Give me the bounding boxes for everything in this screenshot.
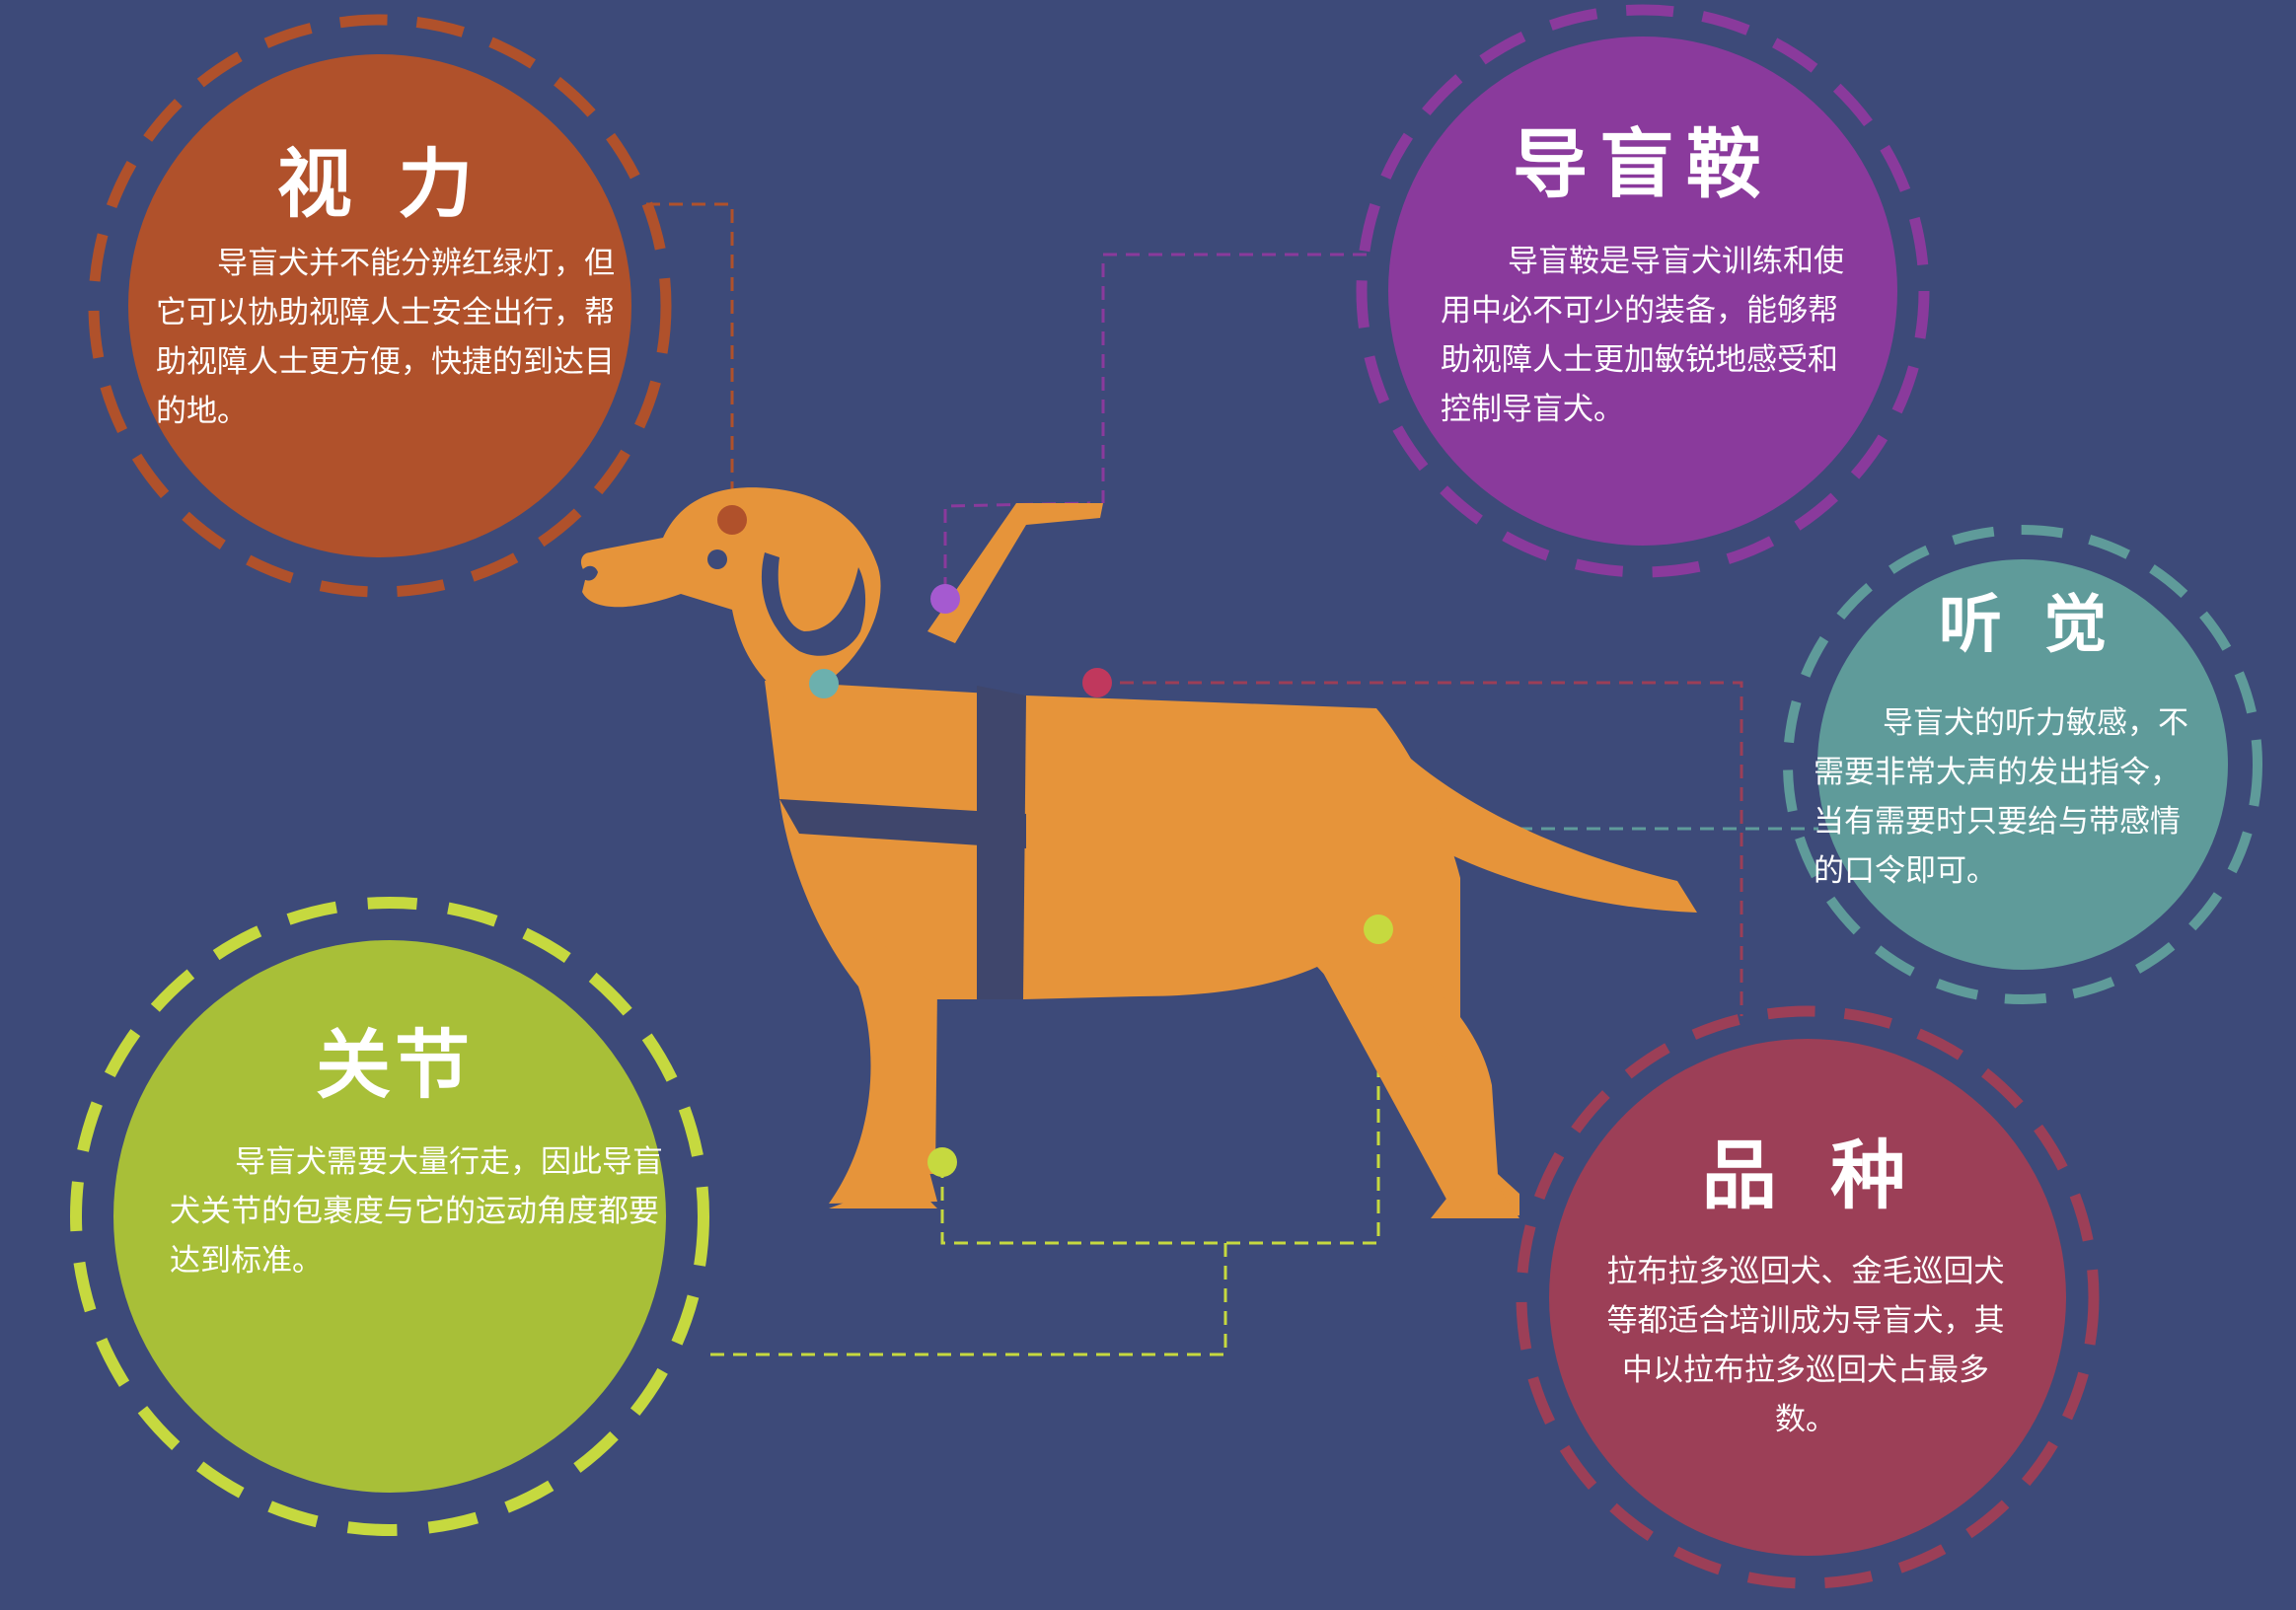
dog-ear: [761, 552, 866, 656]
dog-back-leg: [1317, 962, 1498, 1217]
saddle-body: 导盲鞍是导盲犬训练和使用中必不可少的装备，能够帮助视障人士更加敏锐地感受和控制导…: [1441, 244, 1844, 427]
breed-circle-fill: [1549, 1039, 2066, 1556]
dog-eye: [707, 549, 727, 569]
dog-tail: [1337, 720, 1697, 913]
saddle-title: 导盲鞍: [1513, 120, 1773, 208]
breed-marker-dot: [1082, 668, 1112, 697]
harness-body-strap: [977, 686, 1026, 999]
joints-circle: [70, 897, 709, 1536]
breed-connector: [1097, 681, 1743, 1016]
vision-body: 导盲犬并不能分辨红绿灯，但它可以协助视障人士安全出行，帮助视障人士更方便，快捷的…: [156, 246, 615, 429]
hearing-circle: [1783, 525, 2262, 1004]
dog-back-paw: [1431, 1184, 1519, 1218]
dog-nose: [582, 565, 598, 581]
breed-body: 拉布拉多巡回犬、金毛巡回犬等都适合培训成为导盲犬，其中以拉布拉多巡回犬占最多数。: [1606, 1254, 2005, 1437]
breed-title: 品 种: [1701, 1132, 1920, 1219]
hearing-body: 导盲犬的听力敏感，不需要非常大声的发出指令，当有需要时只要给与带感情的口令即可。: [1814, 705, 2188, 889]
saddle-circle-fill: [1388, 37, 1897, 546]
dog-front-paw: [829, 1179, 937, 1208]
hearing-circle-ring: [1783, 525, 2262, 1004]
saddle-circle: [1356, 4, 1930, 578]
harness-handle: [927, 503, 1103, 643]
breed-circle-ring: [1516, 1005, 2100, 1589]
joints-leg-connector: [940, 929, 1380, 1245]
vision-circle-fill: [128, 54, 631, 557]
dog-back-leg-shape: [1317, 947, 1519, 1218]
saddle-marker-dot: [930, 584, 960, 614]
saddle-connector: [1101, 253, 1367, 503]
joints-title: 关节: [316, 1021, 474, 1109]
joints-body: 导盲犬需要大量行走，因此导盲犬关节的包裹度与它的运动角度都要达到标准。: [170, 1144, 663, 1279]
hearing-title: 听 觉: [1938, 589, 2117, 662]
harness-chest-strap: [779, 799, 1026, 848]
breed-circle: [1516, 1005, 2100, 1589]
dog-front-leg: [873, 937, 937, 1174]
vision-circle-ring: [88, 14, 672, 598]
joints-circle-fill: [113, 940, 666, 1493]
saddle-circle-ring: [1356, 4, 1930, 578]
joints-connector: [710, 1243, 1227, 1356]
vision-connector: [646, 202, 734, 515]
joints-leg-marker-dot: [927, 1147, 957, 1177]
vision-circle: [88, 14, 672, 598]
vision-title: 视 力: [276, 140, 483, 228]
vision-marker-dot: [717, 505, 747, 535]
joints-hip-marker-dot: [1364, 915, 1393, 944]
hearing-circle-fill: [1817, 559, 2228, 970]
joints-circle-ring: [70, 897, 709, 1536]
guide-dog: [580, 487, 1697, 1218]
hearing-marker-dot: [809, 669, 839, 698]
